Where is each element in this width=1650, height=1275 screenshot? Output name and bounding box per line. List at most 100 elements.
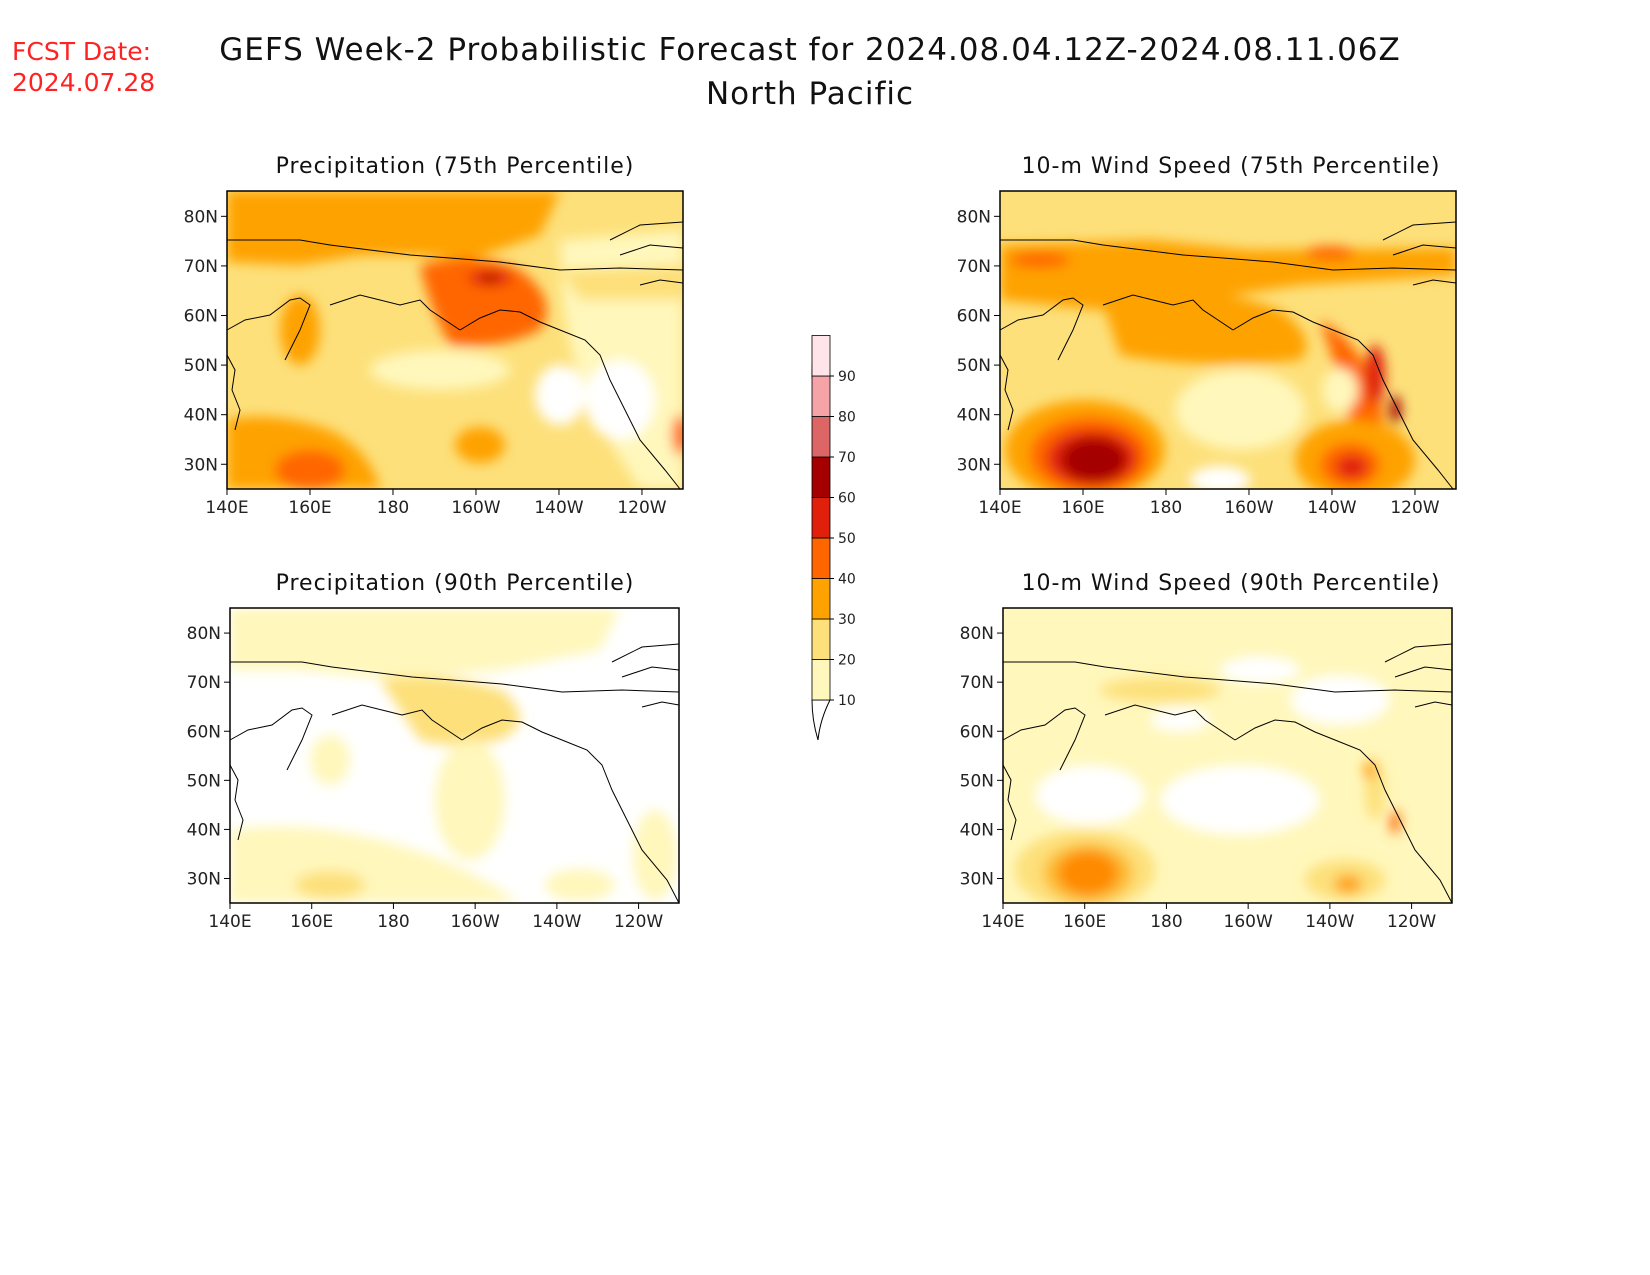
lon-label: 120W xyxy=(614,912,663,932)
lon-label: 160E xyxy=(288,498,331,518)
colorbar-label: 20 xyxy=(838,653,856,669)
lat-label: 50N xyxy=(184,356,218,376)
lon-label: 140E xyxy=(981,912,1024,932)
colorbar-box-80 xyxy=(811,375,831,417)
lat-label: 50N xyxy=(187,771,221,791)
colorbar: 10 20 30 40 50 60 70 80 90 xyxy=(811,335,856,741)
lat-label: 80N xyxy=(184,207,218,227)
wind75-coastlines xyxy=(999,221,1457,490)
lat-label: 30N xyxy=(960,870,994,890)
colorbar-label: 30 xyxy=(838,612,856,628)
colorbar-box-50 xyxy=(811,497,831,539)
lat-label: 70N xyxy=(957,257,991,277)
colorbar-label: 80 xyxy=(838,410,856,426)
fcst-date-value: 2024.07.28 xyxy=(12,68,156,97)
lon-label: 160W xyxy=(451,912,500,932)
panel-title: 10-m Wind Speed (75th Percentile) xyxy=(1022,154,1441,179)
wind75-shading xyxy=(1000,191,1456,489)
lat-label: 40N xyxy=(184,406,218,426)
lon-label: 160E xyxy=(1061,498,1104,518)
figure-title: GEFS Week-2 Probabilistic Forecast for 2… xyxy=(219,32,1401,68)
lat-label: 80N xyxy=(187,624,221,644)
precip75-lat-labels: 80N 70N 60N 50N 40N 30N xyxy=(184,207,227,475)
lon-label: 180 xyxy=(1150,912,1182,932)
wind75-lat-labels: 80N 70N 60N 50N 40N 30N xyxy=(957,207,1000,475)
colorbar-box-30 xyxy=(811,578,831,620)
lon-label: 120W xyxy=(1387,912,1436,932)
wind90-lon-labels: 140E 160E 180 160W 140W 120W xyxy=(981,903,1436,932)
colorbar-label: 90 xyxy=(838,369,856,385)
lon-label: 120W xyxy=(617,498,666,518)
colorbar-label: 70 xyxy=(838,450,856,466)
lat-label: 70N xyxy=(960,673,994,693)
panel-title: Precipitation (75th Percentile) xyxy=(276,154,635,179)
precip75-frame xyxy=(226,190,684,490)
lat-label: 30N xyxy=(184,455,218,475)
lon-label: 140E xyxy=(978,498,1021,518)
precip75-lon-labels: 140E 160E 180 160W 140W 120W xyxy=(205,489,667,518)
colorbar-boxes xyxy=(811,335,831,701)
colorbar-label: 60 xyxy=(838,491,856,507)
lon-label: 160W xyxy=(1224,498,1273,518)
colorbar-label: 50 xyxy=(838,531,856,547)
lon-label: 120W xyxy=(1390,498,1439,518)
lat-label: 40N xyxy=(960,820,994,840)
precip90-shading xyxy=(230,608,679,903)
colorbar-label: 40 xyxy=(838,572,856,588)
lat-label: 60N xyxy=(957,307,991,327)
wind75-frame xyxy=(999,190,1457,490)
precip90-lon-labels: 140E 160E 180 160W 140W 120W xyxy=(208,903,663,932)
lat-label: 80N xyxy=(960,624,994,644)
wind90-lat-labels: 80N 70N 60N 50N 40N 30N xyxy=(960,624,1003,890)
lat-label: 80N xyxy=(957,207,991,227)
lon-label: 160E xyxy=(290,912,333,932)
colorbar-label: 10 xyxy=(838,693,856,709)
precip90-coastlines xyxy=(229,643,680,904)
fcst-date-label: FCST Date: xyxy=(12,37,152,66)
lon-label: 180 xyxy=(377,498,409,518)
panel-precip75: Precipitation (75th Percentile) xyxy=(184,154,684,518)
colorbar-box-40 xyxy=(811,537,831,579)
colorbar-box-90 xyxy=(811,335,831,377)
precip90-frame xyxy=(229,607,680,904)
precip75-shading xyxy=(227,191,683,489)
lat-label: 70N xyxy=(187,673,221,693)
lat-label: 30N xyxy=(187,870,221,890)
lon-label: 140W xyxy=(1305,912,1354,932)
precip75-coastlines xyxy=(226,221,684,490)
panel-wind75: 10-m Wind Speed (75th Percentile) xyxy=(957,154,1457,518)
lat-label: 40N xyxy=(187,820,221,840)
panel-title: Precipitation (90th Percentile) xyxy=(276,571,635,596)
lat-label: 60N xyxy=(960,722,994,742)
lat-label: 60N xyxy=(184,307,218,327)
lat-label: 50N xyxy=(960,771,994,791)
figure-subtitle: North Pacific xyxy=(705,76,915,112)
panel-title: 10-m Wind Speed (90th Percentile) xyxy=(1022,571,1441,596)
lon-label: 160W xyxy=(1224,912,1273,932)
wind90-coastlines xyxy=(1002,643,1453,904)
colorbar-bottom-arrow xyxy=(811,699,831,741)
wind75-lon-labels: 140E 160E 180 160W 140W 120W xyxy=(978,489,1440,518)
colorbar-labels: 10 20 30 40 50 60 70 80 90 xyxy=(830,369,856,709)
lon-label: 140E xyxy=(205,498,248,518)
panel-precip90: Precipitation (90th Percentile) xyxy=(187,571,680,932)
lat-label: 70N xyxy=(184,257,218,277)
lon-label: 140W xyxy=(534,498,583,518)
lat-label: 30N xyxy=(957,455,991,475)
colorbar-box-60 xyxy=(811,456,831,498)
panel-wind90: 10-m Wind Speed (90th Percentile) xyxy=(960,571,1453,932)
lon-label: 140W xyxy=(1307,498,1356,518)
lon-label: 140E xyxy=(208,912,251,932)
lon-label: 180 xyxy=(1150,498,1182,518)
wind90-shading xyxy=(1003,608,1452,903)
colorbar-box-10 xyxy=(811,659,831,701)
lat-label: 50N xyxy=(957,356,991,376)
lat-label: 60N xyxy=(187,722,221,742)
lon-label: 160W xyxy=(451,498,500,518)
lat-label: 40N xyxy=(957,406,991,426)
lon-label: 140W xyxy=(532,912,581,932)
forecast-date-block: FCST Date: 2024.07.28 xyxy=(12,36,155,98)
colorbar-box-20 xyxy=(811,618,831,660)
